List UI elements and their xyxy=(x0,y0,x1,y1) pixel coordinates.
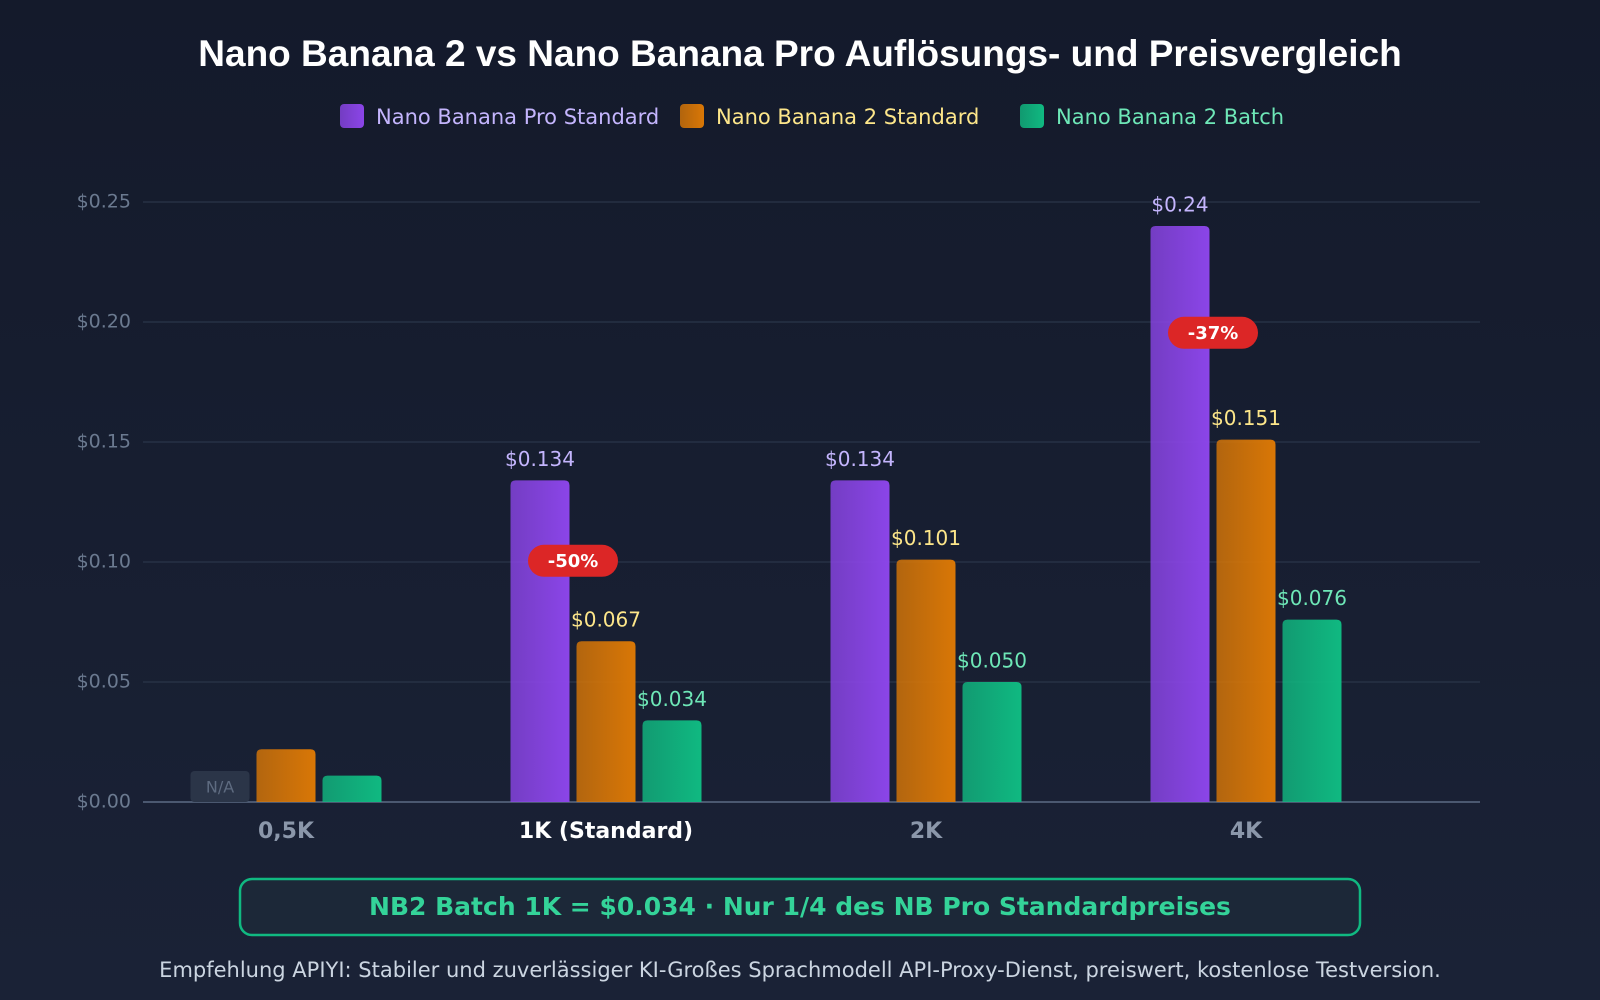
discount-badge xyxy=(1168,316,1258,349)
legend-swatch xyxy=(340,104,364,128)
value-label: $0.134 xyxy=(505,447,575,471)
bar xyxy=(256,749,316,802)
bar xyxy=(1216,439,1276,802)
bar xyxy=(962,682,1022,802)
value-label: $0.101 xyxy=(891,526,961,550)
bar xyxy=(896,559,956,802)
value-label: $0.134 xyxy=(825,447,895,471)
value-label: $0.24 xyxy=(1151,193,1208,217)
bar xyxy=(830,480,890,802)
callout-text: NB2 Batch 1K = $0.034 · Nur 1/4 des NB P… xyxy=(369,892,1231,921)
bar xyxy=(1150,226,1210,802)
value-label: $0.050 xyxy=(957,649,1027,673)
x-tick-label: 0,5K xyxy=(258,819,315,844)
legend-label: Nano Banana 2 Standard xyxy=(716,105,979,129)
value-label: $0.076 xyxy=(1277,586,1347,610)
x-tick-label: 1K (Standard) xyxy=(519,819,693,844)
legend-label: Nano Banana Pro Standard xyxy=(376,105,659,129)
discount-label: -37% xyxy=(1188,323,1239,344)
bar xyxy=(1282,619,1342,802)
na-placeholder xyxy=(190,771,250,802)
y-tick-label: $0.05 xyxy=(77,671,131,693)
footer: Empfehlung APIYI: Stabiler und zuverläss… xyxy=(159,958,1441,982)
bar xyxy=(642,720,702,802)
bar xyxy=(510,480,570,802)
na-label: N/A xyxy=(206,778,234,797)
y-tick-label: $0.15 xyxy=(77,431,131,453)
value-label: $0.151 xyxy=(1211,406,1281,430)
discount-label: -50% xyxy=(548,551,599,572)
legend-swatch xyxy=(680,104,704,128)
legend-label: Nano Banana 2 Batch xyxy=(1056,105,1284,129)
value-label: $0.034 xyxy=(637,687,707,711)
chart-title: Nano Banana 2 vs Nano Banana Pro Auflösu… xyxy=(198,33,1401,74)
y-tick-label: $0.20 xyxy=(77,311,131,333)
bar xyxy=(322,775,382,802)
y-tick-label: $0.00 xyxy=(77,791,131,813)
value-label: $0.067 xyxy=(571,608,641,632)
legend-swatch xyxy=(1020,104,1044,128)
bar xyxy=(576,641,636,802)
y-tick-label: $0.10 xyxy=(77,551,131,573)
x-tick-label: 4K xyxy=(1230,819,1263,844)
x-tick-label: 2K xyxy=(910,819,943,844)
y-tick-label: $0.25 xyxy=(77,191,131,213)
callout-box xyxy=(238,877,1362,937)
discount-badge xyxy=(528,544,618,577)
